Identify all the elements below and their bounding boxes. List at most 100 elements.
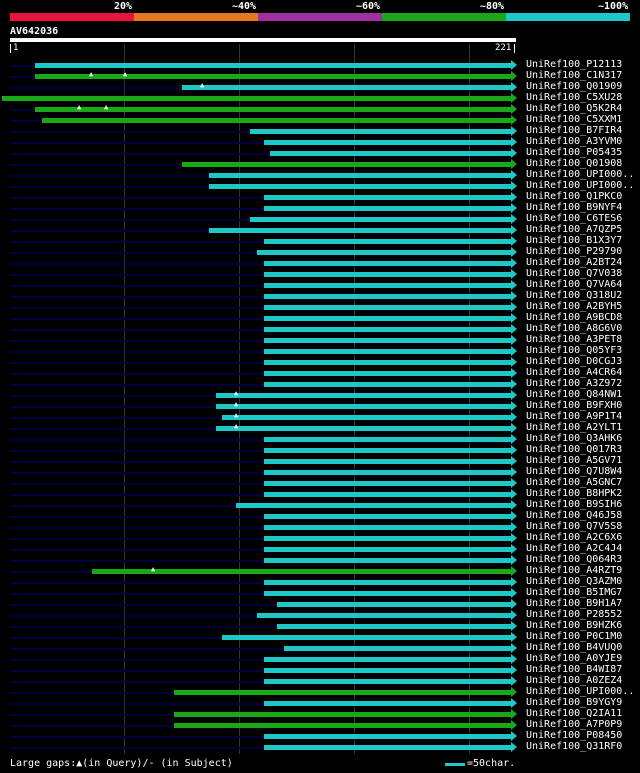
hit-name-link[interactable]: UniRef100_UPI000.. [526, 686, 635, 697]
alignment-bar[interactable] [209, 184, 511, 189]
hit-name-link[interactable]: UniRef100_A9P1T4 [526, 411, 623, 422]
hit-name-link[interactable]: UniRef100_Q3AHK6 [526, 433, 623, 444]
alignment-bar[interactable] [257, 613, 511, 618]
hit-row[interactable]: UniRef100_B1X3Y7 [0, 235, 640, 247]
hit-row[interactable]: UniRef100_C6TES6 [0, 213, 640, 225]
hit-name-link[interactable]: UniRef100_P28552 [526, 609, 623, 620]
hit-name-link[interactable]: UniRef100_B8HPK2 [526, 488, 623, 499]
alignment-bar[interactable] [264, 745, 511, 750]
alignment-bar[interactable] [264, 206, 511, 211]
hit-row[interactable]: UniRef100_A2BYH5 [0, 301, 640, 313]
hit-name-link[interactable]: UniRef100_Q318U2 [526, 290, 623, 301]
hit-name-link[interactable]: UniRef100_Q84NW1 [526, 389, 623, 400]
hit-row[interactable]: UniRef100_UPI000.. [0, 686, 640, 698]
alignment-bar[interactable] [264, 239, 511, 244]
hit-name-link[interactable]: UniRef100_A4CR64 [526, 367, 623, 378]
hit-name-link[interactable]: UniRef100_B5IMG7 [526, 587, 623, 598]
hit-name-link[interactable]: UniRef100_Q05YF3 [526, 345, 623, 356]
hit-name-link[interactable]: UniRef100_Q3AZM0 [526, 576, 623, 587]
hit-name-link[interactable]: UniRef100_Q46J58 [526, 510, 623, 521]
alignment-bar[interactable] [264, 349, 511, 354]
hit-row[interactable]: UniRef100_P0C1M0 [0, 631, 640, 643]
alignment-bar[interactable] [264, 657, 511, 662]
hit-name-link[interactable]: UniRef100_B9H1A7 [526, 598, 623, 609]
hit-name-link[interactable]: UniRef100_Q31RF0 [526, 741, 623, 752]
hit-name-link[interactable]: UniRef100_A0ZEZ4 [526, 675, 623, 686]
hit-row[interactable]: UniRef100_Q1PKC0 [0, 191, 640, 203]
hit-row[interactable]: UniRef100_Q7V5S8 [0, 521, 640, 533]
hit-name-link[interactable]: UniRef100_P29790 [526, 246, 623, 257]
hit-name-link[interactable]: UniRef100_A5GNC7 [526, 477, 623, 488]
hit-name-link[interactable]: UniRef100_Q1PKC0 [526, 191, 623, 202]
alignment-bar[interactable] [264, 525, 511, 530]
hit-row[interactable]: UniRef100_Q01908 [0, 158, 640, 170]
hit-name-link[interactable]: UniRef100_Q01909 [526, 81, 623, 92]
hit-row[interactable]: UniRef100_UPI000.. [0, 169, 640, 181]
alignment-bar[interactable] [264, 195, 511, 200]
alignment-bar[interactable] [250, 129, 511, 134]
hit-row[interactable]: UniRef100_P28552 [0, 609, 640, 621]
alignment-bar[interactable] [35, 107, 511, 112]
alignment-bar[interactable] [277, 602, 511, 607]
alignment-bar[interactable] [284, 646, 511, 651]
alignment-bar[interactable] [264, 360, 511, 365]
alignment-bar[interactable] [264, 580, 511, 585]
hit-row[interactable]: UniRef100_A8G6V0 [0, 323, 640, 335]
alignment-bar[interactable] [236, 503, 511, 508]
alignment-bar[interactable] [35, 74, 511, 79]
hit-name-link[interactable]: UniRef100_B9SIH6 [526, 499, 623, 510]
hit-name-link[interactable]: UniRef100_B4VUQ0 [526, 642, 623, 653]
hit-row[interactable]: UniRef100_P08450 [0, 730, 640, 742]
hit-name-link[interactable]: UniRef100_B9YGY9 [526, 697, 623, 708]
alignment-bar[interactable] [182, 162, 511, 167]
hit-row[interactable]: UniRef100_B7FIR4 [0, 125, 640, 137]
alignment-bar[interactable] [42, 118, 511, 123]
hit-name-link[interactable]: UniRef100_B9FXH0 [526, 400, 623, 411]
hit-row[interactable]: UniRef100_A3PET8 [0, 334, 640, 346]
hit-name-link[interactable]: UniRef100_A7QZP5 [526, 224, 623, 235]
alignment-bar[interactable] [216, 426, 511, 431]
hit-name-link[interactable]: UniRef100_C5XU28 [526, 92, 623, 103]
hit-row[interactable]: UniRef100_A3YVM0 [0, 136, 640, 148]
hit-row[interactable]: UniRef100_P05435 [0, 147, 640, 159]
hit-row[interactable]: UniRef100_B9SIH6 [0, 499, 640, 511]
alignment-bar[interactable] [264, 492, 511, 497]
hit-row[interactable]: UniRef100_Q7V038 [0, 268, 640, 280]
alignment-bar[interactable] [174, 723, 511, 728]
hit-name-link[interactable]: UniRef100_D0CGJ3 [526, 356, 623, 367]
alignment-bar[interactable] [264, 734, 511, 739]
alignment-bar[interactable] [264, 470, 511, 475]
alignment-bar[interactable] [174, 712, 511, 717]
hit-row[interactable]: ▲ ▲ UniRef100_Q5K2R4 [0, 103, 640, 115]
hit-row[interactable]: UniRef100_Q064R3 [0, 554, 640, 566]
hit-name-link[interactable]: UniRef100_A2C4J4 [526, 543, 623, 554]
hit-row[interactable]: UniRef100_A2BT24 [0, 257, 640, 269]
alignment-bar[interactable] [264, 338, 511, 343]
alignment-bar[interactable] [277, 624, 511, 629]
alignment-bar[interactable] [264, 536, 511, 541]
hit-row[interactable]: UniRef100_P12113 [0, 59, 640, 71]
alignment-bar[interactable] [264, 371, 511, 376]
hit-name-link[interactable]: UniRef100_B9HZK6 [526, 620, 623, 631]
hit-row[interactable]: ▲ UniRef100_B9FXH0 [0, 400, 640, 412]
alignment-bar[interactable] [270, 151, 511, 156]
alignment-bar[interactable] [222, 635, 511, 640]
hit-name-link[interactable]: UniRef100_B7FIR4 [526, 125, 623, 136]
alignment-bar[interactable] [264, 382, 511, 387]
hit-row[interactable]: UniRef100_Q05YF3 [0, 345, 640, 357]
hit-name-link[interactable]: UniRef100_Q2IA11 [526, 708, 623, 719]
alignment-bar[interactable] [264, 316, 511, 321]
alignment-bar[interactable] [216, 393, 511, 398]
hit-row[interactable]: UniRef100_P29790 [0, 246, 640, 258]
alignment-bar[interactable] [264, 459, 511, 464]
alignment-bar[interactable] [264, 547, 511, 552]
alignment-bar[interactable] [264, 272, 511, 277]
alignment-bar[interactable] [264, 514, 511, 519]
alignment-bar[interactable] [182, 85, 511, 90]
hit-name-link[interactable]: UniRef100_P08450 [526, 730, 623, 741]
hit-row[interactable]: UniRef100_C5XU28 [0, 92, 640, 104]
hit-row[interactable]: UniRef100_Q7U8W4 [0, 466, 640, 478]
alignment-bar[interactable] [264, 481, 511, 486]
hit-name-link[interactable]: UniRef100_Q7VA64 [526, 279, 623, 290]
hit-row[interactable]: UniRef100_A5GV71 [0, 455, 640, 467]
